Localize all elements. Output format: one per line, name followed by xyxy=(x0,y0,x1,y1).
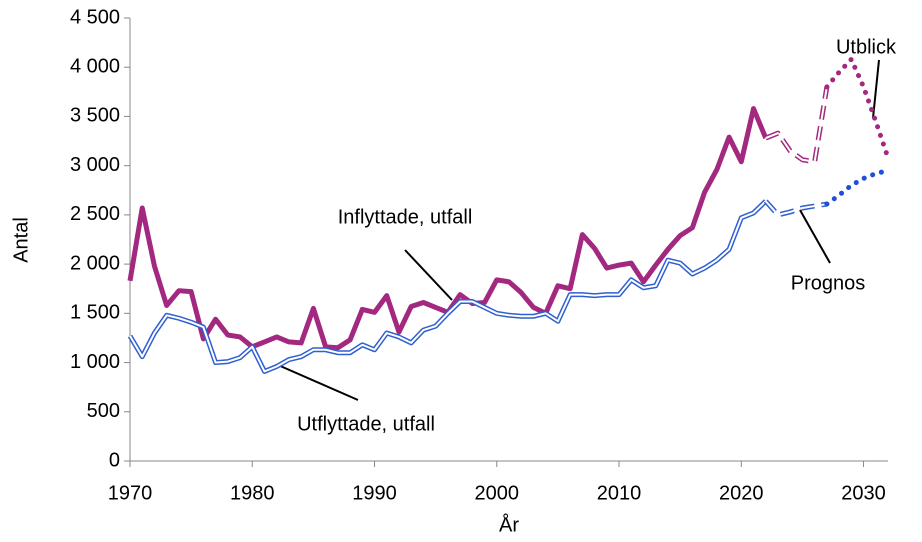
x-tick-label: 2030 xyxy=(841,482,886,504)
y-axis-label: Antal xyxy=(10,217,32,263)
line xyxy=(824,56,891,161)
y-tick-label: 3 000 xyxy=(70,154,120,176)
annotation: Utflyttade, utfall xyxy=(297,413,435,435)
leader-line xyxy=(404,249,453,301)
x-tick-label: 2010 xyxy=(597,482,642,504)
y-tick-label: 4 500 xyxy=(70,6,120,28)
annotation: Prognos xyxy=(791,272,866,294)
leader-line xyxy=(799,209,831,264)
line xyxy=(764,86,830,165)
x-tick-label: 1990 xyxy=(352,482,397,504)
y-tick-label: 1 000 xyxy=(70,351,120,373)
x-tick-label: 2000 xyxy=(475,482,520,504)
x-tick-label: 1980 xyxy=(230,482,275,504)
x-tick-label: 1970 xyxy=(108,482,153,504)
y-tick-label: 0 xyxy=(109,449,120,471)
x-axis-label: År xyxy=(499,513,519,536)
annotation: Utblick xyxy=(836,36,897,58)
line-inner xyxy=(129,200,767,373)
line xyxy=(824,168,891,207)
y-tick-label: 3 500 xyxy=(70,105,120,127)
y-tick-label: 500 xyxy=(87,400,120,422)
line-inner xyxy=(765,86,828,163)
leader-line xyxy=(872,59,880,119)
annotation: Inflyttade, utfall xyxy=(338,206,473,228)
leader-line xyxy=(277,364,359,401)
y-tick-label: 2 500 xyxy=(70,203,120,225)
line xyxy=(763,199,828,218)
y-tick-label: 2 000 xyxy=(70,252,120,274)
x-tick-label: 2020 xyxy=(719,482,764,504)
y-tick-label: 4 000 xyxy=(70,56,120,78)
y-tick-label: 1 500 xyxy=(70,302,120,324)
